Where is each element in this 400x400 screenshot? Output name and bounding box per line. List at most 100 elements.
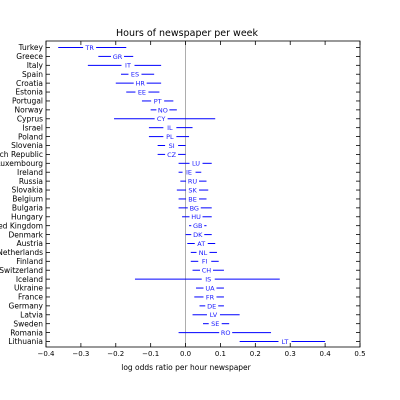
country-label: Denmark: [9, 230, 44, 239]
row-tr: Turkey TR: [18, 43, 360, 52]
row-ee: Estonia EE: [15, 88, 360, 97]
row-hu: Hungary HU: [11, 212, 360, 221]
x-tick-label: −0.3: [72, 350, 89, 358]
country-label: France: [18, 293, 43, 302]
country-label: Slovakia: [12, 186, 44, 195]
estimate-code-label: SI: [169, 142, 175, 150]
country-label: Spain: [22, 70, 43, 79]
row-lu: Luxembourg LU: [0, 159, 360, 168]
country-label: Italy: [27, 61, 44, 70]
estimate-code-label: LV: [210, 311, 218, 319]
row-cy: Cyprus CY: [17, 114, 360, 123]
country-label: Russia: [19, 177, 43, 186]
x-tick-label: −0.4: [38, 350, 56, 358]
row-no: Norway NO: [15, 106, 360, 115]
country-label: Lithuania: [8, 337, 43, 346]
estimate-code-label: FI: [202, 258, 208, 266]
x-tick-label: −0.1: [142, 350, 159, 358]
country-label: Finland: [16, 257, 43, 266]
estimate-code-label: SE: [211, 320, 219, 328]
row-it: Italy IT: [27, 61, 360, 70]
row-lv: Latvia LV: [20, 310, 360, 319]
estimate-code-label: CY: [157, 115, 165, 123]
row-ie: Ireland IE: [17, 168, 360, 177]
estimate-code-label: FR: [206, 293, 215, 301]
row-hr: Croatia HR: [16, 79, 360, 88]
estimate-code-label: HR: [135, 80, 145, 88]
estimate-code-label: HU: [191, 213, 201, 221]
estimate-code-label: CZ: [167, 151, 177, 159]
country-label: Sweden: [13, 319, 43, 328]
country-label: Bulgaria: [12, 204, 43, 213]
estimate-code-label: NO: [158, 106, 168, 114]
country-label: Estonia: [15, 88, 43, 97]
row-ch: Switzerland CH: [0, 266, 360, 275]
x-tick-label: 0.0: [180, 350, 191, 358]
estimate-code-label: PT: [154, 97, 162, 105]
estimate-code-label: DK: [193, 231, 203, 239]
row-pt: Portugal PT: [12, 97, 360, 106]
country-label: Switzerland: [0, 266, 43, 275]
row-il: Israel IL: [23, 123, 360, 132]
row-de: Germany DE: [9, 302, 360, 311]
row-gr: Greece GR: [16, 52, 360, 61]
estimate-code-label: UA: [205, 284, 215, 292]
country-label: Croatia: [16, 79, 43, 88]
country-label: Ireland: [17, 168, 43, 177]
estimate-code-label: TR: [84, 44, 94, 52]
x-tick-label: 0.2: [250, 350, 261, 358]
estimate-code-label: PL: [166, 133, 174, 141]
estimate-code-label: ES: [131, 71, 139, 79]
estimate-code-label: CH: [202, 267, 212, 275]
row-fi: Finland FI: [16, 257, 360, 266]
country-label: Norway: [15, 106, 44, 115]
plot-area-frame: [45, 40, 361, 348]
country-label: Greece: [16, 52, 43, 61]
estimate-code-label: IL: [167, 124, 173, 132]
estimate-code-label: EE: [138, 88, 146, 96]
x-axis-ticks: −0.4 −0.3 −0.2 −0.1 0.0 0.1 0.2 0.3 0.4 0.5: [38, 41, 366, 358]
country-label: Germany: [9, 302, 44, 311]
country-label: Hungary: [11, 212, 44, 221]
x-axis-title: log odds ratio per hour newspaper: [121, 363, 251, 372]
x-tick-label: −0.2: [107, 350, 124, 358]
country-label: Poland: [18, 132, 43, 141]
country-label: Israel: [23, 123, 44, 132]
row-is: Iceland IS: [16, 275, 360, 284]
row-sk: Slovakia SK: [12, 186, 360, 195]
row-fr: France FR: [18, 293, 360, 302]
estimate-code-label: IE: [186, 169, 192, 177]
estimate-code-label: LU: [192, 160, 200, 168]
estimate-code-label: RO: [221, 329, 231, 337]
row-gb: United Kingdom GB: [0, 221, 360, 230]
country-label: Luxembourg: [0, 159, 43, 168]
estimate-code-label: GB: [193, 222, 203, 230]
row-es: Spain ES: [22, 70, 360, 79]
estimate-code-label: LT: [282, 338, 289, 346]
country-label: Portugal: [12, 97, 43, 106]
estimate-code-label: BE: [188, 195, 197, 203]
estimate-code-label: SK: [188, 186, 197, 194]
country-label: Cyprus: [17, 114, 43, 123]
country-label: Ukraine: [14, 284, 43, 293]
estimate-code-label: RU: [188, 178, 198, 186]
country-label: Austria: [17, 239, 44, 248]
row-dk: Denmark DK: [9, 230, 360, 239]
estimate-code-label: IT: [125, 62, 131, 70]
estimate-code-label: GR: [113, 53, 123, 61]
x-tick-label: 0.3: [285, 350, 296, 358]
country-label: Slovenia: [11, 141, 43, 150]
country-label: Turkey: [18, 43, 44, 52]
row-at: Austria AT: [17, 239, 360, 248]
x-tick-label: 0.4: [320, 350, 332, 358]
row-pl: Poland PL: [18, 132, 360, 141]
country-label: United Kingdom: [0, 221, 43, 230]
estimate-code-label: AT: [197, 240, 205, 248]
country-label: Belgium: [12, 195, 43, 204]
country-label: Romania: [10, 328, 43, 337]
x-tick-label: 0.1: [215, 350, 226, 358]
row-ro: Romania RO: [10, 328, 360, 337]
row-cz: Czech Republic CZ: [0, 150, 360, 159]
